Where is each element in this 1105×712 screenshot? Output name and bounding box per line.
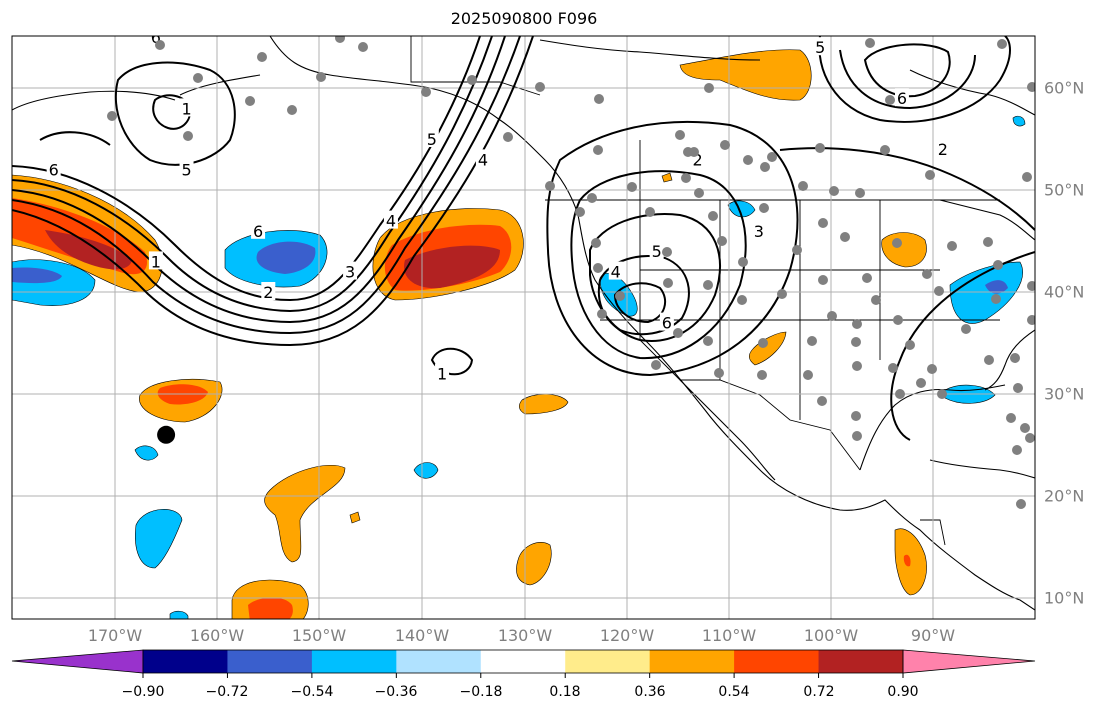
contour-labels: 6 5 6 1 1 6 2 3 4 5 4 1 2 3 4 5 6 6 2 5	[46, 28, 950, 384]
contour-label-background	[343, 261, 358, 280]
colorbar-tick-label: −0.72	[205, 684, 249, 700]
colorbar-segment	[227, 650, 313, 673]
longitude-label: 150°W	[291, 626, 347, 645]
contour-label: 3	[345, 263, 355, 282]
contour-label: 6	[662, 314, 672, 333]
contour-label: 4	[478, 150, 488, 169]
colorbar-segment	[565, 650, 651, 673]
latitude-label: 30°N	[1044, 384, 1085, 404]
map-background	[12, 36, 1035, 619]
colorbar-segment	[311, 650, 397, 673]
contour-label-background	[251, 220, 266, 239]
colorbar-tick-label: 0.72	[803, 684, 835, 700]
longitude-label: 90°W	[910, 626, 956, 645]
contour-label-background	[179, 159, 194, 178]
negative-anomaly-shading	[12, 115, 1026, 619]
longitude-label: 120°W	[599, 626, 655, 645]
contour-label: 4	[611, 263, 621, 282]
contour-label: 6	[897, 89, 907, 108]
contour-label: 5	[181, 161, 191, 180]
contour-label-background	[435, 363, 450, 382]
contour-label-background	[813, 37, 828, 56]
contour-label: 5	[815, 38, 825, 57]
contour-label: 6	[151, 28, 161, 47]
latitude-label: 10°N	[1044, 588, 1085, 608]
colorbar-extend-high	[902, 649, 1036, 674]
colorbar-extend-low	[11, 649, 144, 674]
grey-dots	[107, 36, 1035, 509]
contour-label-background	[649, 241, 664, 260]
colorbar-segment	[143, 650, 228, 673]
station-marker	[157, 425, 176, 444]
colorbar-segment	[818, 650, 904, 673]
longitude-label: 170°W	[87, 626, 143, 645]
contour-label-background	[424, 129, 439, 147]
longitude-label: 100°W	[803, 626, 859, 645]
contour-label-background	[148, 251, 163, 270]
colorbar-tick-label: −0.18	[459, 684, 503, 700]
contour-label-background	[475, 149, 490, 168]
colorbar-tick-label: 0.54	[718, 684, 750, 700]
colorbar-tick-label: −0.54	[290, 684, 334, 700]
contour-label: 6	[253, 222, 263, 241]
contour-label-background	[751, 220, 766, 239]
contour-label: 5	[427, 130, 437, 149]
contour-label-background	[383, 210, 398, 229]
latitude-label: 40°N	[1044, 282, 1085, 302]
grid-lines	[12, 36, 1035, 619]
contour-label-background	[179, 98, 194, 117]
colorbar-segment	[396, 650, 482, 673]
contour-lines	[12, 36, 1035, 441]
longitude-label: 140°W	[394, 626, 450, 645]
contour-label-background	[608, 261, 623, 280]
colorbar-tick-label: 0.36	[634, 684, 666, 700]
colorbar-tick-label: 0.18	[549, 684, 581, 700]
colorbar-tick-label: −0.36	[374, 684, 418, 700]
contour-label: 1	[151, 252, 161, 271]
contour-label: 2	[938, 140, 948, 159]
contour-label-background	[894, 88, 909, 107]
contour-label: 1	[181, 99, 191, 118]
contour-label-background	[261, 282, 276, 300]
contour-label: 2	[692, 150, 702, 169]
map-frame	[11, 35, 1036, 620]
longitude-label: 130°W	[497, 626, 553, 645]
map-title: 2025090800 F096	[450, 9, 598, 28]
positive-anomaly-shading	[12, 49, 927, 619]
contour-label-background	[148, 36, 163, 45]
latitude-label: 60°N	[1044, 78, 1085, 98]
contour-label: 3	[754, 222, 764, 241]
colorbar	[11, 649, 1036, 678]
colorbar-segment	[480, 650, 566, 673]
colorbar-segment	[734, 650, 820, 673]
contour-label: 1	[437, 365, 447, 384]
latitude-label: 20°N	[1044, 486, 1085, 506]
contour-label: 2	[263, 283, 273, 302]
longitude-label: 110°W	[701, 626, 757, 645]
contour-label: 4	[386, 212, 396, 231]
contour-label-background	[659, 312, 674, 331]
longitude-label: 160°W	[189, 626, 245, 645]
latitude-label: 50°N	[1044, 180, 1085, 200]
contour-label: 5	[652, 242, 662, 261]
colorbar-tick-label: 0.90	[887, 684, 919, 700]
colorbar-segment	[649, 650, 735, 673]
colorbar-tick-label: −0.90	[121, 684, 165, 700]
contour-label-background	[46, 159, 61, 178]
contour-label-background	[935, 139, 950, 158]
contour-label: 6	[49, 161, 59, 180]
